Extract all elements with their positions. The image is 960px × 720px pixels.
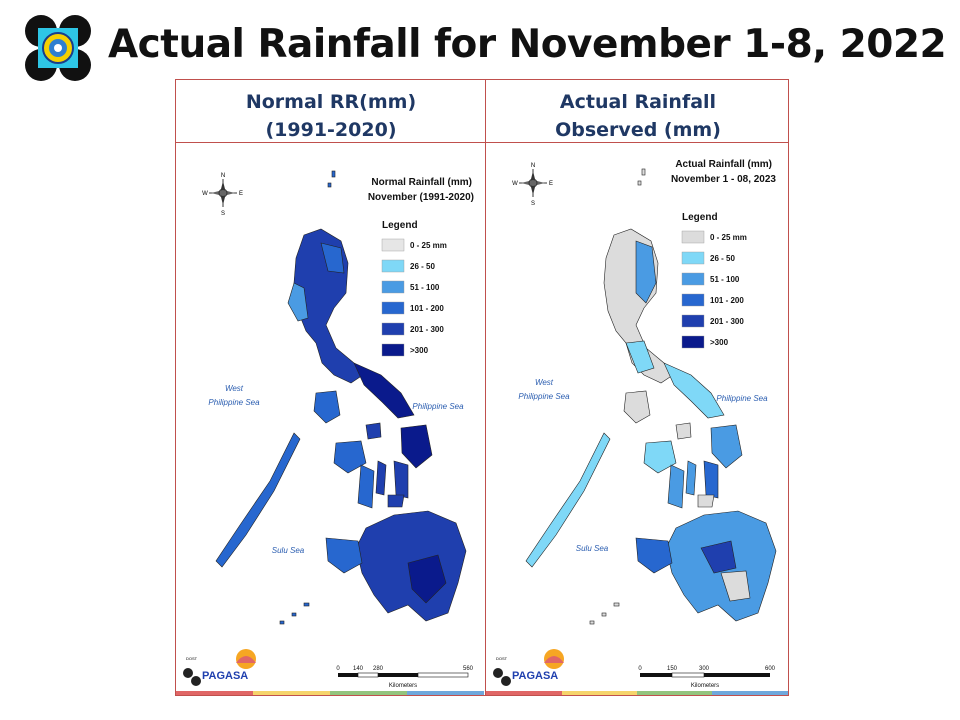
- right-header-line2: Observed (mm): [555, 119, 721, 141]
- left-panel-header: Normal RR(mm) (1991-2020): [178, 88, 484, 144]
- page-title: Actual Rainfall for November 1-8, 2022: [108, 22, 947, 67]
- legend-label: 201 - 300: [710, 317, 744, 326]
- scale-tick-1: 140: [353, 666, 364, 672]
- panel-divider: [485, 79, 486, 696]
- pagasa-brand-logo: DOST PAGASA: [183, 649, 256, 686]
- footer-stripe: [486, 691, 788, 695]
- map-title-line1: Actual Rainfall (mm): [675, 159, 772, 170]
- legend-label: 26 - 50: [410, 262, 435, 271]
- legend: Legend 0 - 25 mm 26 - 50 51 - 100 101 - 200…: [681, 212, 747, 349]
- sea-label-sulu: Sulu Sea: [576, 544, 609, 553]
- left-header-line2: (1991-2020): [265, 119, 397, 141]
- footer-stripe: [176, 691, 484, 695]
- legend-label: 51 - 100: [710, 275, 740, 284]
- sea-label-west-line2: Philippine Sea: [518, 392, 570, 401]
- sea-label-west-line1: West: [225, 384, 244, 393]
- legend-swatch: [381, 343, 405, 357]
- legend-label: >300: [410, 346, 429, 355]
- legend: Legend 0 - 25 mm 26 - 50 51 - 100 101 - 200…: [381, 220, 447, 357]
- brand-top: DOST: [186, 656, 198, 661]
- normal-rainfall-map-panel: N S W E Normal Rainfall (mm) November (1…: [176, 143, 484, 695]
- brand-top: DOST: [496, 656, 508, 661]
- compass-rose-icon: [201, 172, 244, 218]
- panel-frame: [175, 79, 789, 696]
- pagasa-brand-logo: DOST PAGASA: [493, 649, 564, 686]
- legend-swatch: [681, 293, 705, 307]
- scale-tick-3: 600: [765, 666, 776, 672]
- legend-label: 101 - 200: [710, 296, 744, 305]
- legend-title: Legend: [382, 220, 418, 231]
- legend-swatch: [381, 322, 405, 336]
- scale-bar: 0 140 280 560 Kilometers: [336, 666, 473, 689]
- sea-label-west-line2: Philippine Sea: [208, 398, 260, 407]
- legend-swatch: [681, 230, 705, 244]
- sea-label-west-line1: West: [535, 378, 554, 387]
- legend-label: 0 - 25 mm: [410, 241, 447, 250]
- scale-tick-2: 280: [373, 666, 384, 672]
- sea-label-sulu: Sulu Sea: [272, 546, 305, 555]
- scale-tick-3: 560: [463, 666, 474, 672]
- scale-unit: Kilometers: [691, 683, 719, 689]
- map-title-line2: November (1991-2020): [368, 192, 474, 203]
- actual-rainfall-map-panel: Actual Rainfall (mm) November 1 - 08, 20…: [486, 143, 788, 695]
- legend-swatch: [381, 259, 405, 273]
- legend-title: Legend: [682, 212, 718, 223]
- brand-name: PAGASA: [512, 670, 558, 682]
- legend-swatch: [681, 335, 705, 349]
- philippines-map: [525, 168, 777, 625]
- legend-swatch: [681, 272, 705, 286]
- legend-swatch: [381, 301, 405, 315]
- brand-name: PAGASA: [202, 670, 248, 682]
- legend-label: 26 - 50: [710, 254, 735, 263]
- left-header-line1: Normal RR(mm): [245, 91, 417, 113]
- legend-label: 0 - 25 mm: [710, 233, 747, 242]
- compass-rose-icon: [511, 162, 554, 208]
- legend-swatch: [381, 280, 405, 294]
- scale-tick-2: 300: [699, 666, 710, 672]
- legend-label: 101 - 200: [410, 304, 444, 313]
- legend-label: 201 - 300: [410, 325, 444, 334]
- scale-unit: Kilometers: [389, 683, 417, 689]
- sea-label-east: Philippine Sea: [412, 402, 464, 411]
- legend-swatch: [381, 238, 405, 252]
- sea-label-east: Philippine Sea: [716, 394, 768, 403]
- scale-tick-0: 0: [336, 666, 340, 672]
- map-title-line2: November 1 - 08, 2023: [671, 174, 776, 185]
- right-header-line1: Actual Rainfall: [559, 91, 717, 113]
- philippines-map: [215, 170, 467, 625]
- right-panel-header: Actual Rainfall Observed (mm): [488, 88, 788, 144]
- pagasa-seal-icon: [24, 14, 92, 82]
- legend-label: 51 - 100: [410, 283, 440, 292]
- scale-tick-1: 150: [667, 666, 678, 672]
- legend-swatch: [681, 314, 705, 328]
- scale-bar: 0 150 300 600 Kilometers: [638, 666, 775, 689]
- header-separator: [175, 142, 789, 143]
- legend-label: >300: [710, 338, 729, 347]
- legend-swatch: [681, 251, 705, 265]
- scale-tick-0: 0: [638, 666, 642, 672]
- map-title-line1: Normal Rainfall (mm): [371, 177, 472, 188]
